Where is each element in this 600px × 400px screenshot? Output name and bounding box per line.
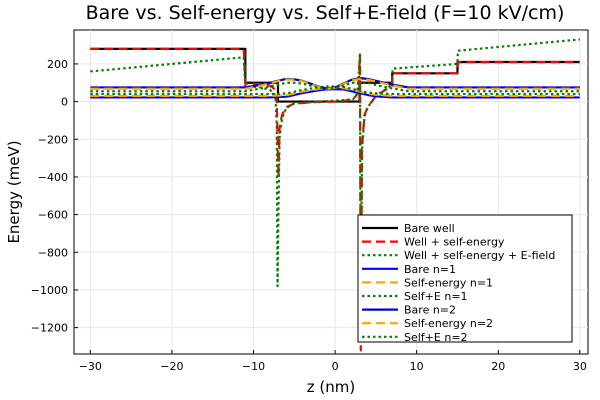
y-tick-label: −200 (38, 133, 68, 146)
x-tick-label: 20 (491, 360, 505, 373)
legend-label: Bare n=2 (404, 304, 456, 317)
y-tick-label: 0 (61, 96, 68, 109)
y-tick-label: −1000 (31, 284, 68, 297)
legend-label: Self+E n=2 (404, 331, 468, 344)
y-tick-label: 200 (47, 58, 68, 71)
x-tick-label: −10 (242, 360, 265, 373)
y-tick-label: −800 (38, 246, 68, 259)
x-tick-label: 10 (410, 360, 424, 373)
axis-ticks: −30 −20 −10 0 10 20 30 −1200 −1000 −800 −600 −400 −2… (31, 58, 587, 373)
x-tick-label: −20 (160, 360, 183, 373)
legend-label: Well + self-energy (404, 236, 505, 249)
legend-label: Well + self-energy + E-field (404, 249, 555, 262)
series-group (90, 38, 580, 352)
y-tick-label: −1200 (31, 322, 68, 335)
legend-label: Self-energy n=2 (404, 317, 493, 330)
series-line-2 (90, 47, 580, 352)
series-line-6 (90, 85, 580, 96)
y-axis-title: Energy (meV) (5, 140, 23, 243)
legend-box (357, 214, 573, 343)
legend-label: Bare n=1 (404, 263, 456, 276)
legend-label: Self+E n=1 (404, 290, 468, 303)
x-tick-label: 30 (573, 360, 587, 373)
x-tick-label: −30 (79, 360, 102, 373)
legend-label: Self-energy n=1 (404, 276, 493, 289)
y-tick-label: −400 (38, 171, 68, 184)
series-line-4 (90, 88, 580, 99)
chart-title: Bare vs. Self-energy vs. Self+E-field (F… (86, 2, 565, 24)
y-tick-label: −600 (38, 209, 68, 222)
x-tick-label: 0 (332, 360, 339, 373)
legend-label: Bare well (404, 222, 455, 235)
series-line-9 (90, 80, 580, 93)
x-axis-title: z (nm) (307, 378, 355, 396)
